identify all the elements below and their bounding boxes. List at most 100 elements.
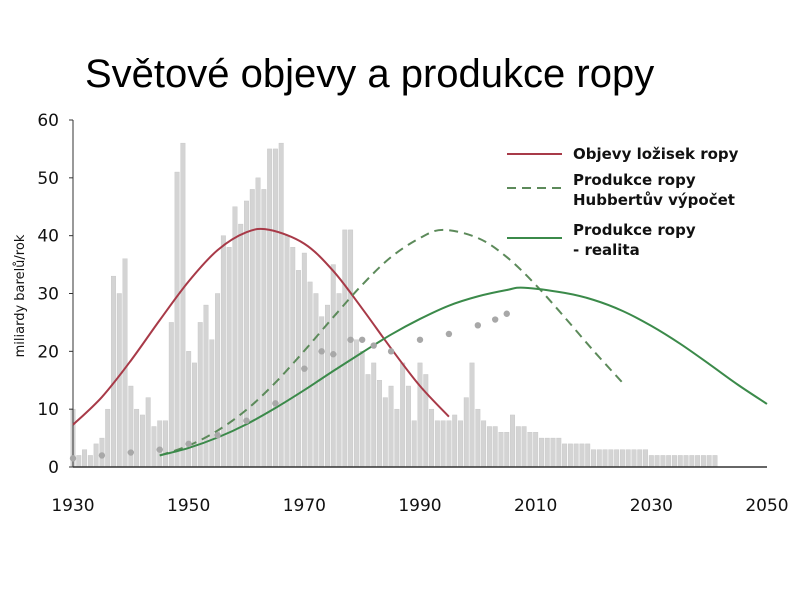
bar (544, 437, 550, 468)
bar (394, 408, 400, 468)
bar (527, 432, 533, 468)
bar (619, 449, 625, 468)
bar (683, 455, 689, 468)
bar (446, 420, 452, 468)
production-point (214, 431, 221, 439)
bar (585, 443, 591, 468)
bar (423, 374, 429, 468)
bar (330, 264, 336, 468)
x-tick-label: 1950 (167, 496, 210, 516)
bar (637, 449, 643, 468)
bar (492, 426, 498, 468)
bar (261, 189, 267, 468)
legend: Objevy ložisek ropy Produkce ropy Hubbertů… (507, 145, 739, 259)
bar (377, 380, 382, 468)
bar (238, 223, 244, 468)
bar (111, 275, 116, 468)
bar (359, 351, 365, 468)
x-tick-label: 1970 (283, 496, 326, 516)
bar (244, 200, 249, 468)
production-point (387, 348, 395, 355)
bar (134, 408, 140, 468)
bar (191, 362, 197, 468)
legend-label: Produkce ropy (573, 221, 696, 239)
bar (562, 443, 568, 468)
bar (388, 385, 394, 468)
bar (296, 270, 302, 468)
bar (567, 443, 573, 468)
legend-label: Objevy ložisek ropy (573, 145, 739, 163)
bar (643, 449, 649, 468)
y-tick-label: 10 (37, 400, 59, 420)
bar (405, 385, 411, 468)
bar (267, 148, 273, 468)
bar (417, 362, 423, 468)
y-tick-label: 50 (37, 169, 59, 189)
bar (648, 455, 654, 468)
bar (706, 455, 712, 468)
series-line-2 (159, 286, 768, 457)
x-tick-label: 2050 (745, 496, 788, 516)
bar (272, 148, 278, 468)
legend-label: Hubbertův výpočet (573, 191, 735, 209)
bar (180, 142, 186, 468)
bar (365, 374, 371, 468)
bar (689, 455, 695, 468)
bar (458, 420, 463, 468)
bar (660, 455, 666, 468)
bar (76, 455, 82, 468)
x-tick-label: 2010 (514, 496, 557, 516)
production-point (474, 322, 482, 329)
bar (550, 437, 556, 468)
bar (533, 432, 539, 468)
bar (666, 455, 672, 468)
bar (215, 293, 221, 468)
production-point (358, 336, 366, 343)
bar (515, 426, 521, 468)
bar (672, 455, 677, 468)
y-tick-label: 30 (37, 285, 59, 305)
bar (521, 426, 527, 468)
production-point (243, 417, 250, 424)
bar (469, 362, 475, 468)
bar (122, 258, 128, 468)
bar (232, 206, 238, 468)
bar (573, 443, 579, 468)
bar (463, 397, 469, 468)
bar (220, 235, 226, 468)
bar (608, 449, 614, 468)
bar (105, 408, 111, 468)
bar (278, 142, 284, 468)
bar (93, 443, 99, 468)
y-tick-label: 60 (37, 111, 59, 131)
y-tick-label: 20 (37, 342, 59, 362)
production-point (491, 316, 499, 323)
bar (301, 252, 307, 468)
bar (625, 449, 631, 468)
production-point (318, 348, 325, 355)
legend-label: Produkce ropy (573, 171, 696, 189)
bar (145, 397, 151, 468)
bar (209, 339, 215, 468)
bar (116, 293, 122, 468)
bar (290, 247, 296, 468)
bar (319, 316, 325, 468)
bar (614, 449, 620, 468)
bar (87, 455, 93, 468)
bar (596, 449, 602, 468)
bar (429, 408, 435, 468)
y-tick-label: 40 (37, 227, 59, 247)
y-axis-label: miliardy barelů/rok (13, 234, 28, 357)
x-tick-label: 1930 (51, 496, 94, 516)
bar (348, 229, 354, 468)
bar (342, 229, 348, 468)
production-point (272, 400, 279, 407)
bar (168, 322, 174, 468)
bar (163, 420, 168, 468)
bar (602, 449, 608, 468)
production-point (416, 336, 424, 343)
bar (591, 449, 596, 468)
series-layer (69, 227, 768, 462)
